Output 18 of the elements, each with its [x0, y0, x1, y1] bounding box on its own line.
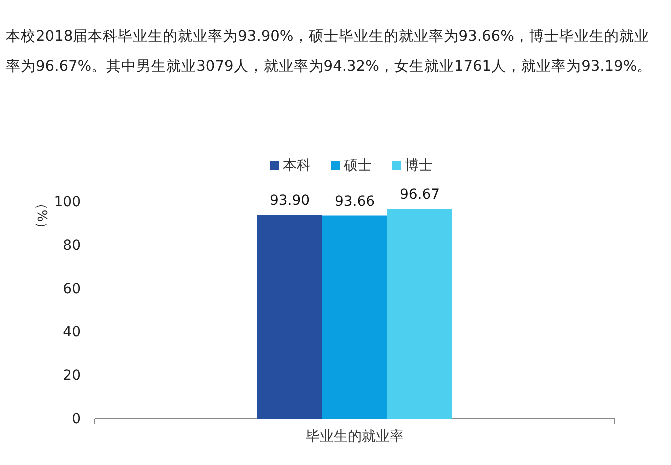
legend-label: 本科 — [283, 158, 311, 174]
y-tick-label: 20 — [63, 368, 81, 384]
bar — [258, 215, 322, 419]
bar — [322, 216, 388, 419]
text: 93.90 — [270, 193, 310, 210]
legend-label: 硕士 — [343, 158, 372, 174]
x-tick-label: 毕业生的就业率 — [306, 428, 404, 444]
y-axis-title: （%） — [34, 196, 49, 236]
y-tick-label: 0 — [72, 411, 81, 428]
bar — [388, 209, 452, 419]
text: 96.67 — [400, 187, 440, 204]
chart-subtitle: 本校2018届本科毕业生的就业率为93.90%，硕士毕业生的就业率为93.66%，博士毕业生的就业率为96.67%。其中男生就业3079人，就业率为94.32%，女生就业1761人，就业率为93.19%。 — [6, 27, 654, 77]
y-tick-label: 80 — [63, 238, 81, 254]
y-tick-label: 60 — [63, 281, 81, 298]
legend-label: 博士 — [405, 158, 433, 174]
y-tick-label: 100 — [54, 194, 81, 210]
text: 93.66 — [334, 194, 376, 210]
y-tick-label: 40 — [63, 324, 81, 341]
